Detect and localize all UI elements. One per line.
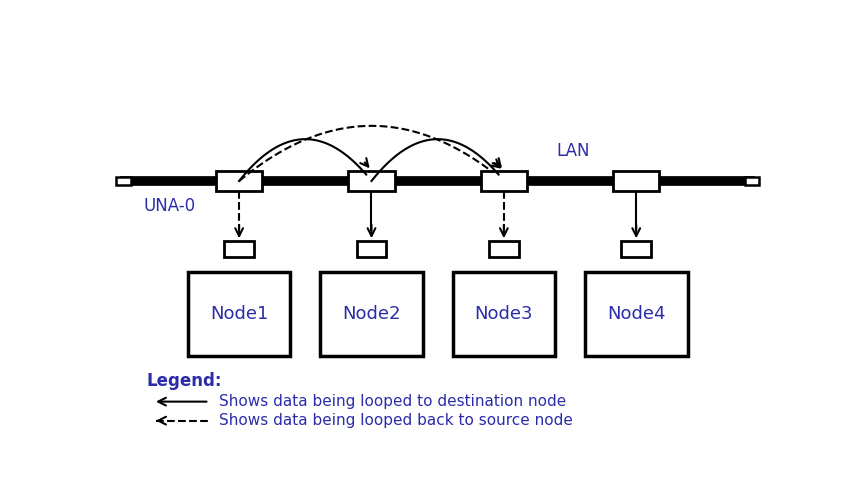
Text: Node3: Node3 [474, 305, 532, 323]
Bar [357, 241, 386, 257]
Text: Node4: Node4 [606, 305, 664, 323]
Text: Shows data being looped to destination node: Shows data being looped to destination n… [219, 394, 566, 409]
Text: UNA-0: UNA-0 [143, 197, 195, 215]
Text: LAN: LAN [556, 142, 589, 160]
Bar [584, 272, 687, 356]
Bar [116, 177, 131, 185]
Bar [744, 177, 758, 185]
Bar [621, 241, 650, 257]
Text: Node2: Node2 [342, 305, 400, 323]
Bar [480, 170, 526, 192]
Bar [188, 272, 290, 356]
Text: Shows data being looped back to source node: Shows data being looped back to source n… [219, 413, 572, 428]
Bar [320, 272, 422, 356]
Bar [489, 241, 518, 257]
Bar [348, 170, 394, 192]
Bar [224, 241, 253, 257]
Text: Legend:: Legend: [147, 371, 222, 390]
Text: Node1: Node1 [210, 305, 268, 323]
Bar [216, 170, 262, 192]
Bar [452, 272, 554, 356]
Bar [612, 170, 659, 192]
